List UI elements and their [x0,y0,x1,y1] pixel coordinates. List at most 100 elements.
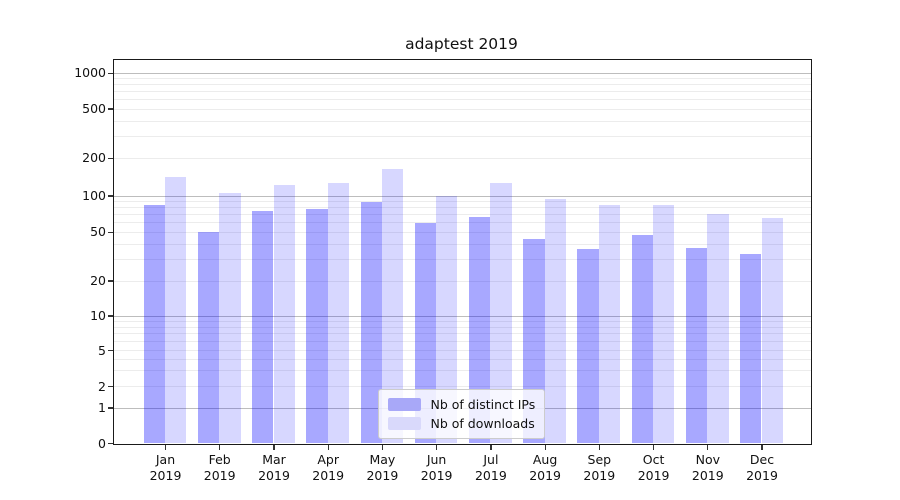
x-tick-mark [273,445,275,450]
bar-downloads-apr [327,183,350,443]
y-tick-mark [107,108,113,110]
bar-distinct-ips-dec [740,253,762,443]
x-tick-mark [707,445,709,450]
gridline-minor [113,358,811,360]
y-tick-label: 500 [82,101,106,116]
gridline-minor [113,99,811,101]
y-tick-label: 20 [90,273,106,288]
gridline-minor [113,340,811,342]
gridline-minor [113,108,811,110]
gridline-minor [113,136,811,137]
y-tick-mark [107,195,113,197]
x-tick-mark [327,445,329,450]
bar-downloads-dec [761,218,783,443]
gridline-minor [113,201,811,202]
x-tick-mark [761,445,763,450]
bar-downloads-sep [598,205,621,443]
y-tick-mark [107,442,113,445]
x-tick-label-nov: Nov 2019 [691,452,724,483]
gridline-minor [113,157,811,159]
bar-downloads-aug [544,199,566,443]
y-tick-mark [107,349,113,352]
gridline-major [113,72,811,74]
x-tick-label-jul: Jul 2019 [474,452,507,483]
y-tick-mark [107,385,113,388]
legend-swatch-distinct-ips-icon [387,398,421,411]
y-tick-mark [107,72,113,74]
plot-area: Nb of distinct IPs Nb of downloads [112,59,812,445]
gridline-minor [113,91,811,93]
y-tick-label: 200 [82,150,106,166]
x-tick-label-apr: Apr 2019 [312,452,345,483]
x-tick-mark [436,445,438,450]
x-tick-mark [219,445,221,450]
gridline-minor [113,120,811,122]
gridline-minor [113,214,811,216]
bar-downloads-feb [219,193,241,443]
gridline-minor [113,333,811,335]
bar-downloads-jul [490,183,512,443]
legend-label-downloads: Nb of downloads [430,416,535,431]
y-tick-mark [107,315,113,317]
y-tick-label: 1000 [74,65,106,81]
y-tick-mark [107,157,113,159]
y-tick-label: 10 [90,308,106,323]
bar-distinct-ips-jan [143,204,165,443]
gridline-major [113,315,811,317]
legend-entry-distinct-ips: Nb of distinct IPs [387,395,536,414]
bar-distinct-ips-sep [577,249,599,443]
x-tick-mark [381,445,384,450]
gridline-major [113,195,811,197]
y-tick-label: 0 [98,435,106,451]
x-tick-label-may: May 2019 [366,452,399,483]
y-tick-label: 5 [98,342,106,358]
x-tick-label-jun: Jun 2019 [420,452,453,483]
gridline-minor [113,320,811,322]
x-tick-mark [598,445,600,450]
x-tick-mark [544,445,546,450]
x-tick-label-mar: Mar 2019 [258,452,290,483]
gridline-minor [113,350,811,351]
bar-downloads-mar [273,185,295,443]
bar-distinct-ips-nov [685,247,708,443]
x-tick-mark [164,445,167,450]
bar-distinct-ips-feb [197,231,220,443]
gridline-minor [113,386,811,387]
legend-swatch-downloads-icon [387,417,421,430]
y-tick-mark [107,280,113,282]
bar-distinct-ips-may [360,202,382,443]
gridline-minor [113,222,811,224]
x-tick-mark [653,445,655,450]
bar-downloads-jun [436,196,458,443]
gridline-minor [113,326,811,328]
bar-downloads-oct [653,205,675,443]
x-tick-label-feb: Feb 2019 [203,452,236,483]
gridline-minor [113,370,811,372]
gridline-minor [113,207,811,209]
y-tick-label: 1 [98,400,106,415]
bar-distinct-ips-apr [306,208,328,443]
gridline-minor [113,78,811,80]
gridline-minor [113,84,811,86]
legend-entry-downloads: Nb of downloads [387,414,535,433]
x-tick-label-sep: Sep 2019 [583,452,616,483]
bar-downloads-nov [707,214,729,443]
bar-distinct-ips-jun [414,223,437,443]
gridline-minor [113,259,811,260]
x-tick-label-aug: Aug 2019 [529,452,561,483]
y-tick-mark [107,231,113,233]
y-tick-label: 100 [82,188,106,203]
gridline-minor [113,280,811,282]
legend: Nb of distinct IPs Nb of downloads [377,389,545,439]
bar-downloads-jan [165,177,187,443]
legend-label-distinct-ips: Nb of distinct IPs [430,397,536,412]
y-tick-label: 2 [98,378,106,394]
chart-title: adaptest 2019 [405,35,518,53]
bar-distinct-ips-jul [469,217,491,443]
x-tick-label-oct: Oct 2019 [637,452,670,483]
x-tick-mark [490,445,492,450]
bar-distinct-ips-oct [631,235,654,443]
x-tick-label-dec: Dec 2019 [746,452,778,483]
y-tick-label: 50 [90,224,106,240]
bar-distinct-ips-mar [252,211,274,443]
